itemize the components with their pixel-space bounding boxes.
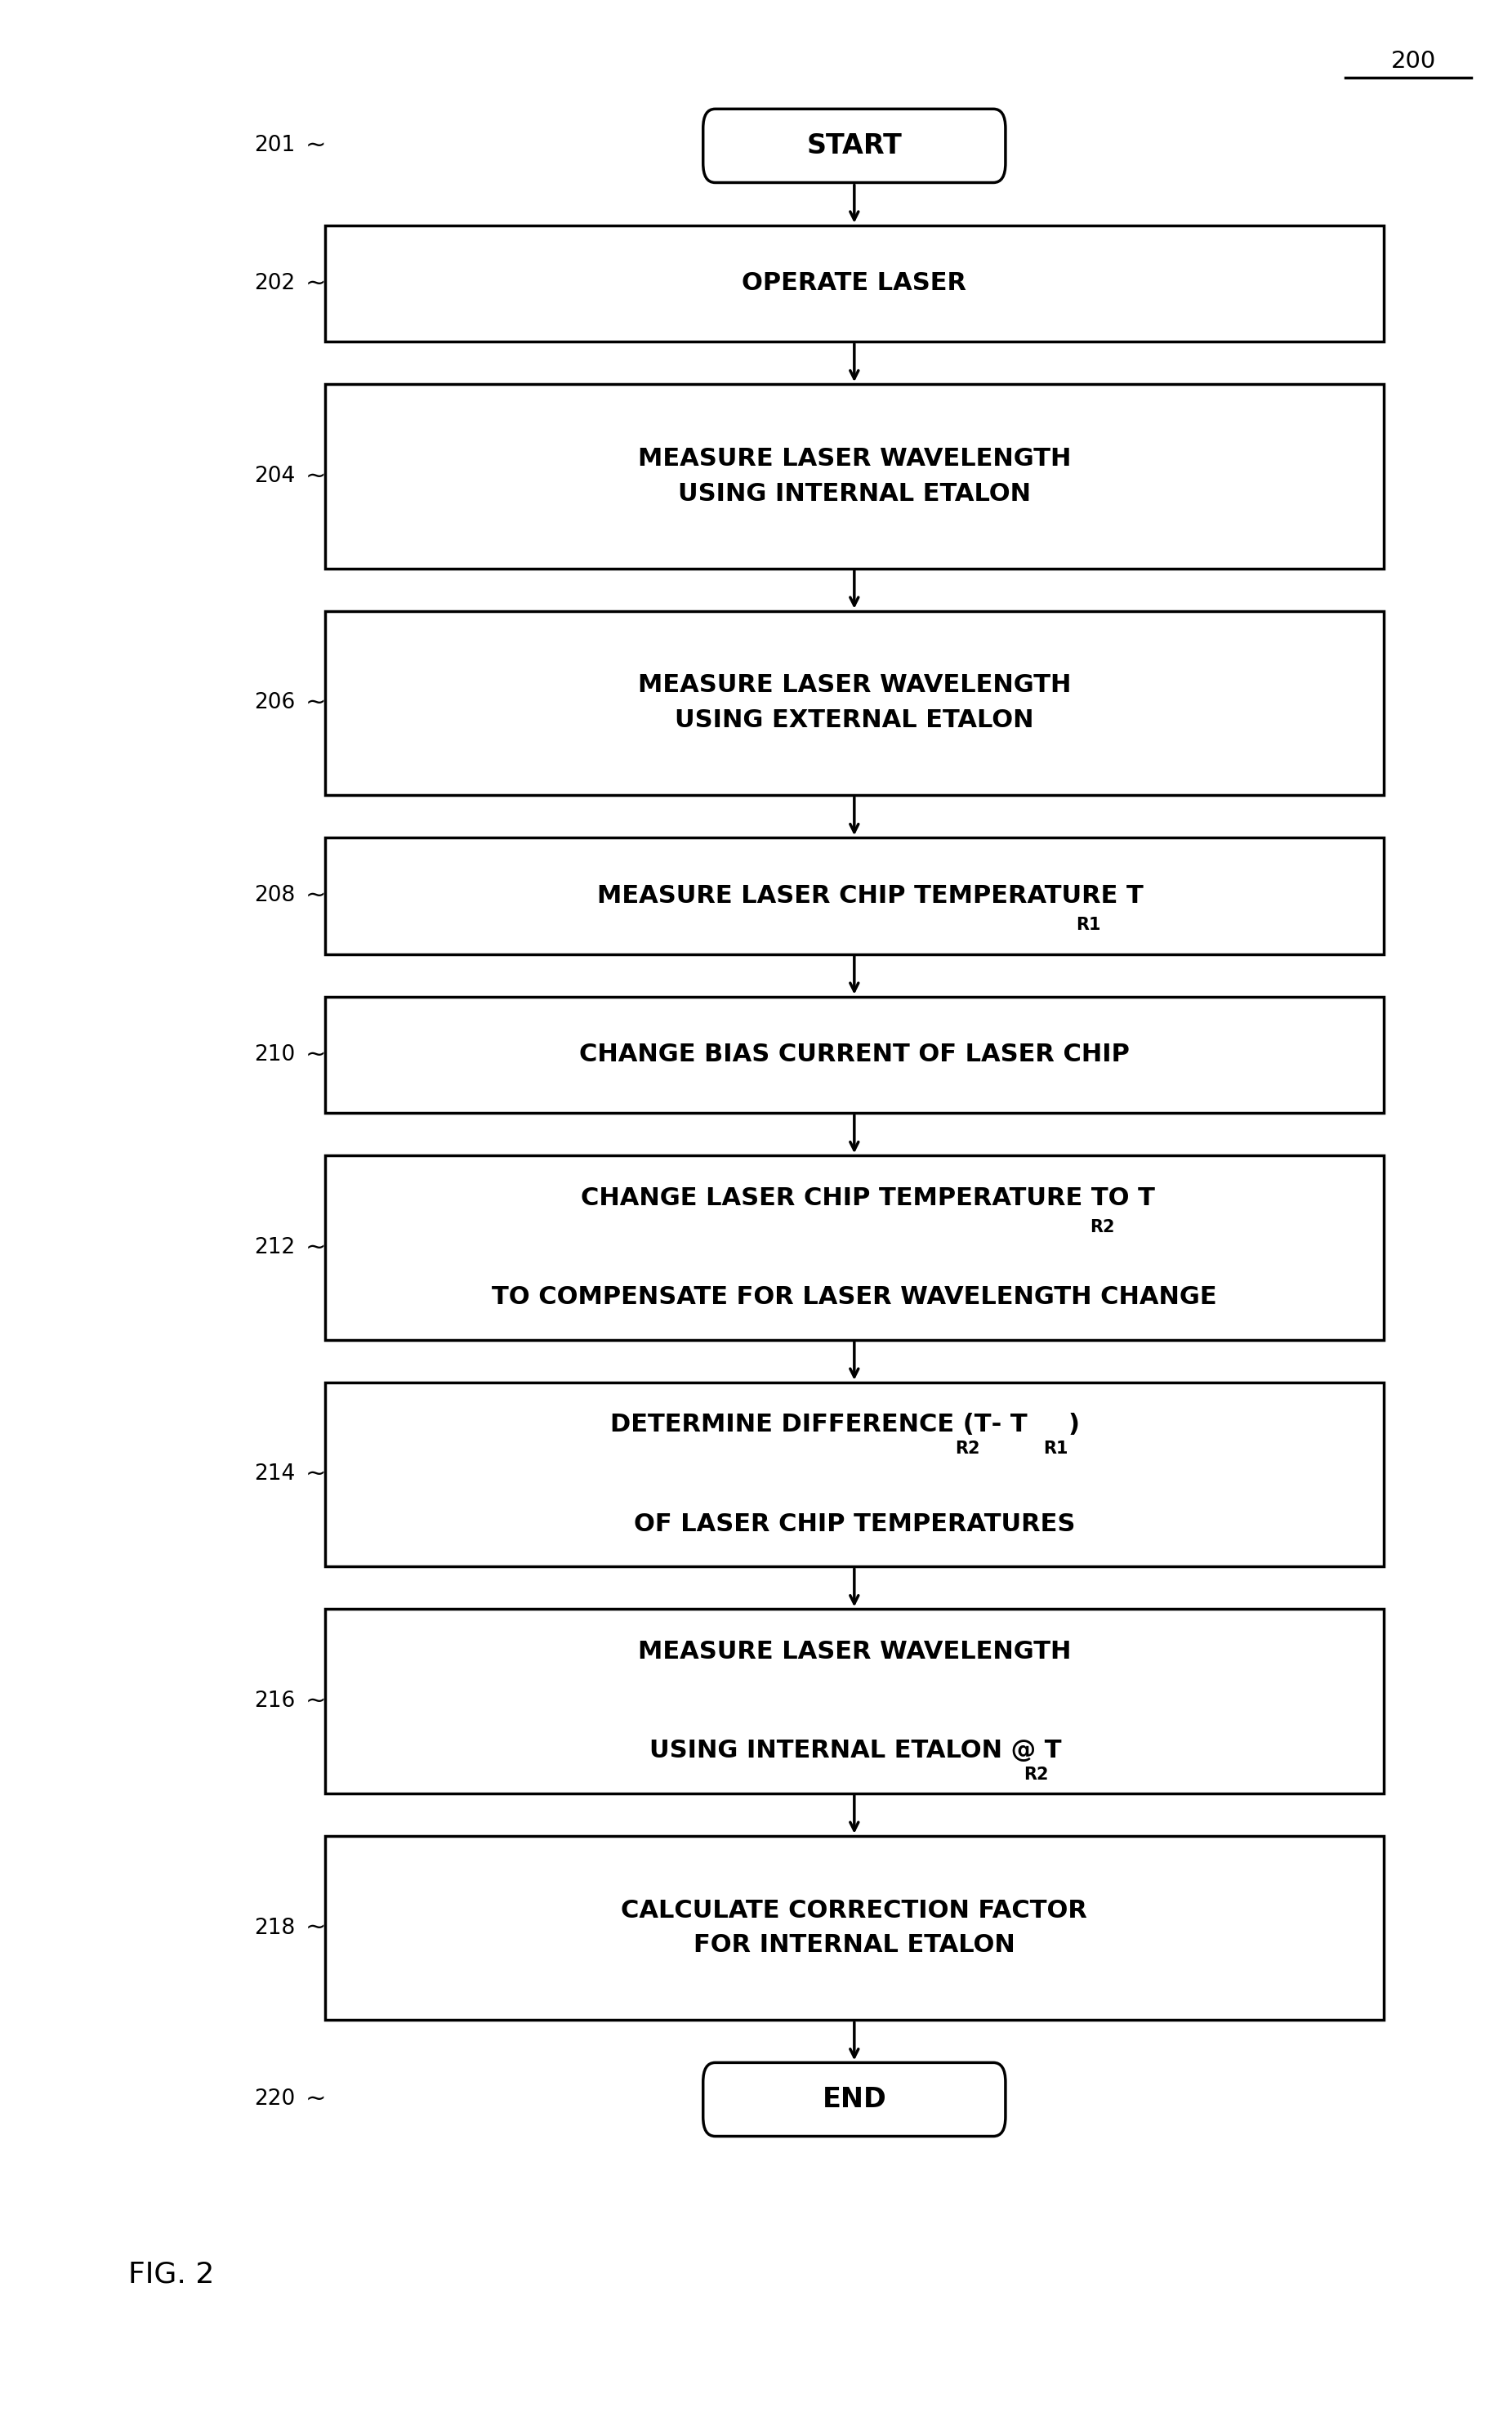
Text: 214: 214 [254, 1465, 295, 1484]
Bar [325, 1382, 1383, 1566]
Text: - T: - T [983, 1414, 1028, 1436]
Text: 202: 202 [254, 274, 295, 293]
Text: ~: ~ [305, 1462, 327, 1486]
Text: ~: ~ [305, 1690, 327, 1714]
Text: R2: R2 [1024, 1767, 1049, 1784]
Bar [325, 610, 1383, 794]
Text: CHANGE LASER CHIP TEMPERATURE TO T: CHANGE LASER CHIP TEMPERATURE TO T [581, 1186, 1155, 1210]
Text: START: START [806, 133, 903, 160]
Text: R2: R2 [1090, 1218, 1114, 1235]
Text: 208: 208 [254, 886, 295, 905]
Text: 210: 210 [254, 1043, 295, 1065]
Text: ~: ~ [305, 465, 327, 489]
Text: R1: R1 [1043, 1440, 1067, 1457]
Text: R2: R2 [956, 1440, 980, 1457]
Bar [325, 838, 1383, 954]
Text: 216: 216 [254, 1690, 295, 1712]
Bar [325, 385, 1383, 569]
Text: TO COMPENSATE FOR LASER WAVELENGTH CHANGE: TO COMPENSATE FOR LASER WAVELENGTH CHANG… [491, 1286, 1217, 1310]
Text: ~: ~ [305, 1235, 327, 1259]
Text: OF LASER CHIP TEMPERATURES: OF LASER CHIP TEMPERATURES [634, 1513, 1075, 1535]
Text: R1: R1 [1077, 918, 1101, 932]
Text: 218: 218 [254, 1917, 295, 1939]
Text: MEASURE LASER WAVELENGTH
USING INTERNAL ETALON: MEASURE LASER WAVELENGTH USING INTERNAL … [638, 448, 1070, 506]
Text: ): ) [1067, 1414, 1080, 1436]
Text: 220: 220 [254, 2089, 295, 2111]
Text: MEASURE LASER WAVELENGTH
USING EXTERNAL ETALON: MEASURE LASER WAVELENGTH USING EXTERNAL … [638, 673, 1070, 731]
Text: ~: ~ [305, 690, 327, 714]
FancyBboxPatch shape [703, 2063, 1005, 2135]
Bar [325, 1610, 1383, 1794]
Text: END: END [823, 2087, 886, 2114]
Text: FIG. 2: FIG. 2 [129, 2261, 215, 2288]
Text: OPERATE LASER: OPERATE LASER [742, 271, 966, 295]
Text: 212: 212 [254, 1237, 295, 1259]
Bar [325, 997, 1383, 1114]
Text: DETERMINE DIFFERENCE (T: DETERMINE DIFFERENCE (T [611, 1414, 992, 1436]
Text: ~: ~ [305, 1043, 327, 1068]
Text: ~: ~ [305, 1915, 327, 1939]
Text: MEASURE LASER WAVELENGTH: MEASURE LASER WAVELENGTH [638, 1639, 1070, 1663]
Text: CHANGE BIAS CURRENT OF LASER CHIP: CHANGE BIAS CURRENT OF LASER CHIP [579, 1043, 1129, 1068]
Text: 201: 201 [254, 136, 295, 157]
Text: ~: ~ [305, 2087, 327, 2111]
Bar [325, 225, 1383, 341]
Bar [325, 1835, 1383, 2019]
Text: ~: ~ [305, 884, 327, 908]
Text: MEASURE LASER CHIP TEMPERATURE T: MEASURE LASER CHIP TEMPERATURE T [597, 884, 1143, 908]
Text: USING INTERNAL ETALON @ T: USING INTERNAL ETALON @ T [649, 1738, 1061, 1762]
Text: ~: ~ [305, 133, 327, 157]
Text: 204: 204 [254, 465, 295, 487]
Text: 206: 206 [254, 692, 295, 714]
Text: 200: 200 [1391, 51, 1436, 73]
Bar [325, 1155, 1383, 1339]
Text: ~: ~ [305, 271, 327, 295]
FancyBboxPatch shape [703, 109, 1005, 182]
Text: CALCULATE CORRECTION FACTOR
FOR INTERNAL ETALON: CALCULATE CORRECTION FACTOR FOR INTERNAL… [621, 1898, 1087, 1956]
